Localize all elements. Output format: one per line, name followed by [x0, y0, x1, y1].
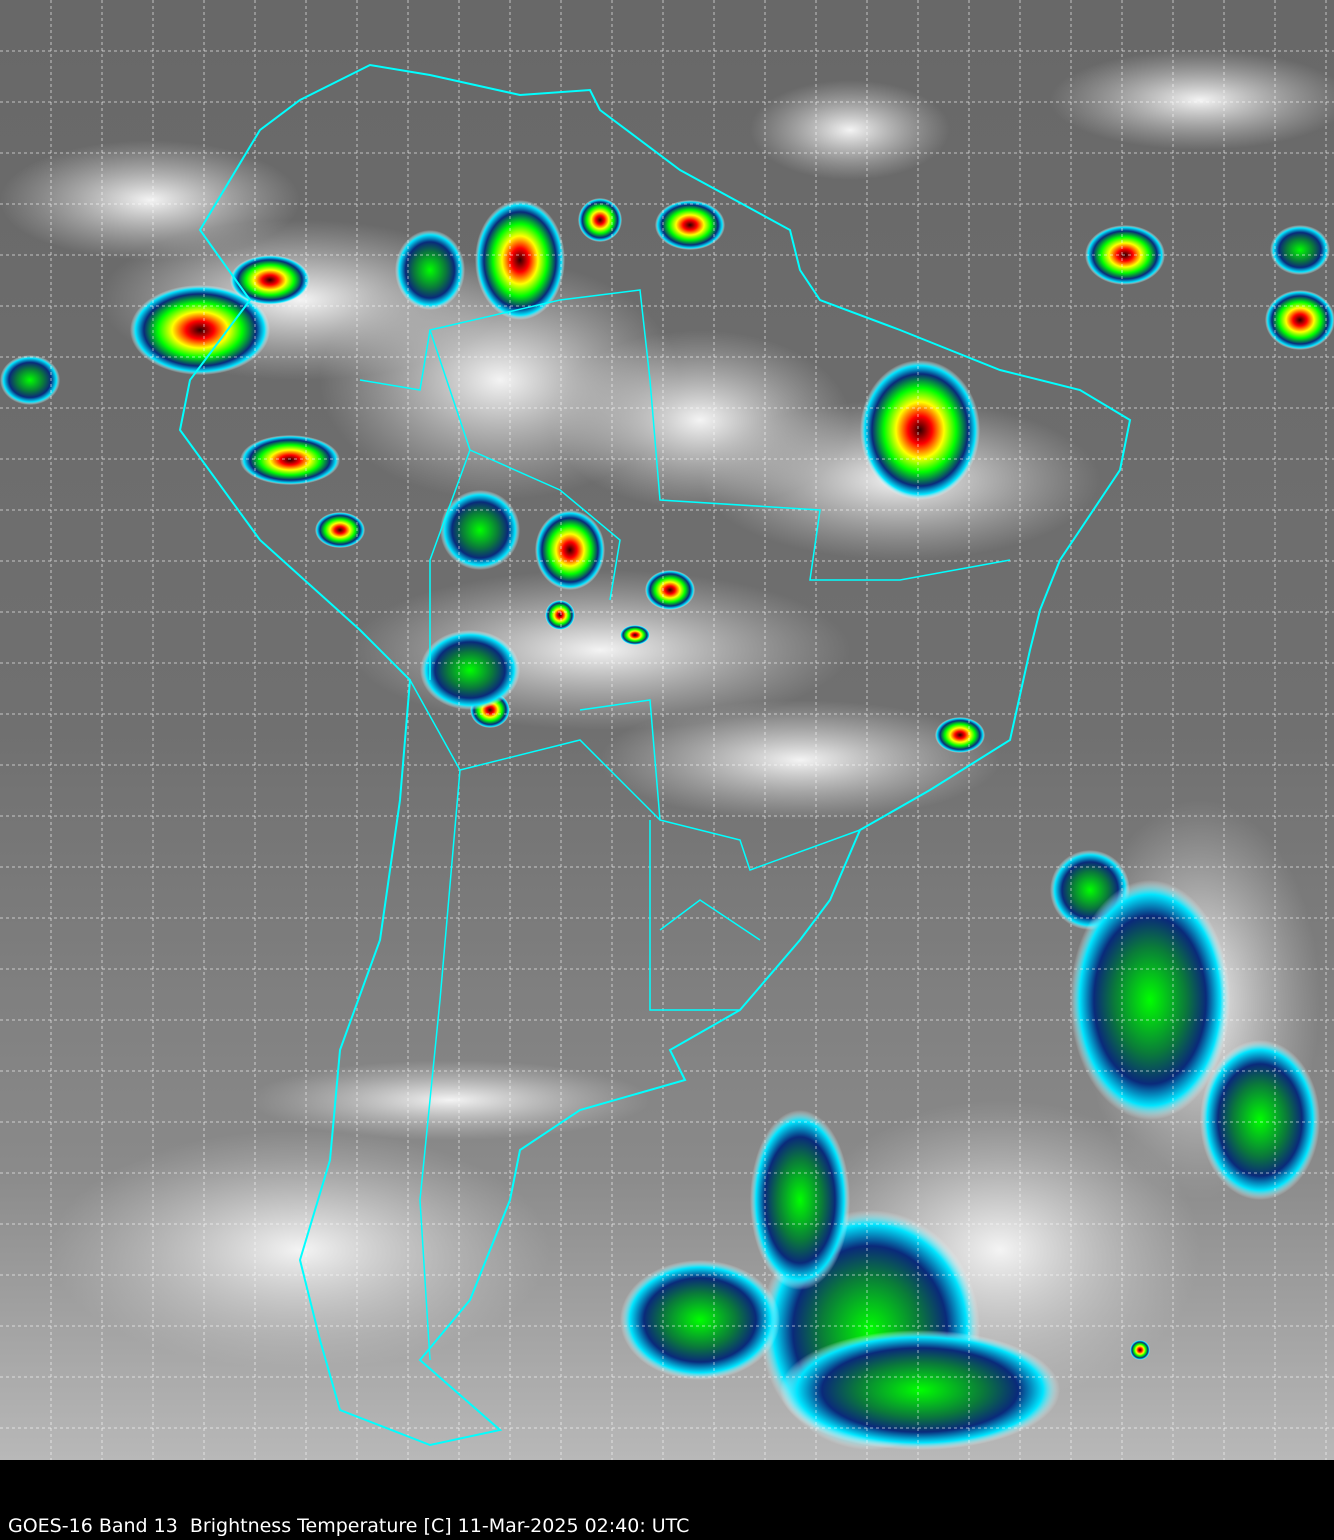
cloud-area — [750, 80, 950, 180]
storm-cell — [1265, 290, 1334, 350]
image-caption: GOES-16 Band 13 Brightness Temperature [… — [8, 1515, 690, 1537]
storm-cell — [230, 255, 310, 305]
cloud-area — [250, 1060, 650, 1140]
storm-cell — [620, 625, 650, 645]
storm-cell — [545, 600, 575, 630]
storm-cell — [645, 570, 695, 610]
storm-cell — [578, 198, 622, 242]
storm-cell — [130, 285, 270, 375]
country-borders — [359, 289, 1011, 1361]
cold-cloud-band — [750, 1110, 850, 1290]
storm-cell — [935, 717, 985, 753]
cold-cloud-band — [0, 355, 60, 405]
satellite-map — [0, 0, 1334, 1460]
cloud-area — [1050, 50, 1334, 150]
storm-cell — [315, 512, 365, 548]
storm-cell — [1130, 1340, 1150, 1360]
cloud-area — [600, 700, 1000, 820]
cold-cloud-band — [620, 1260, 780, 1380]
cloud-area — [0, 140, 300, 260]
storm-cell — [860, 360, 980, 500]
lat-lon-grid — [0, 0, 1334, 1460]
storm-cell — [240, 435, 340, 485]
storm-cell — [475, 200, 565, 320]
cloud-area — [50, 1130, 550, 1370]
storm-cell — [655, 200, 725, 250]
cold-cloud-band — [420, 630, 520, 710]
cold-cloud-band — [1270, 225, 1330, 275]
convective-cells — [0, 198, 1334, 1450]
cold-cloud-band — [1200, 1040, 1320, 1200]
cold-cloud-band — [1070, 880, 1230, 1120]
cold-cloud-band — [395, 230, 465, 310]
cold-cloud-band — [440, 490, 520, 570]
cold-cloud-band — [780, 1330, 1060, 1450]
storm-cell — [535, 510, 605, 590]
